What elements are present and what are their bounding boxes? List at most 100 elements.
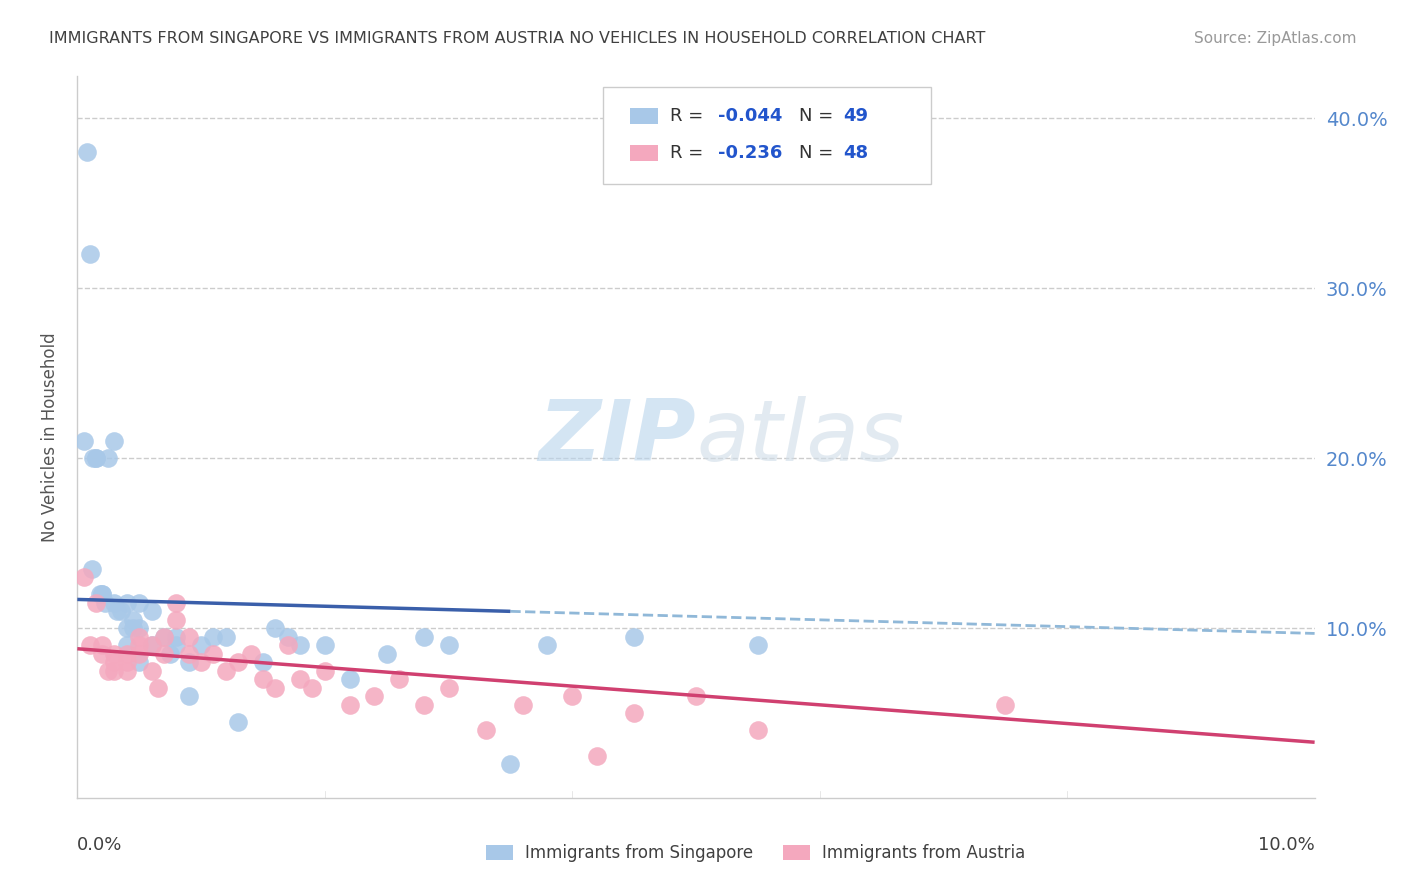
- Point: [202, 647, 225, 661]
- Point: [623, 706, 645, 721]
- Point: [226, 656, 249, 670]
- Point: [103, 647, 125, 661]
- Point: [84, 451, 107, 466]
- Point: [388, 673, 411, 687]
- Text: atlas: atlas: [696, 395, 904, 479]
- Point: [339, 698, 361, 712]
- Point: [128, 656, 150, 670]
- Point: [115, 647, 138, 661]
- FancyBboxPatch shape: [783, 845, 810, 861]
- Text: Immigrants from Singapore: Immigrants from Singapore: [526, 844, 754, 862]
- Point: [128, 647, 150, 661]
- Point: [103, 656, 125, 670]
- Point: [252, 673, 274, 687]
- Point: [412, 630, 434, 644]
- Text: IMMIGRANTS FROM SINGAPORE VS IMMIGRANTS FROM AUSTRIA NO VEHICLES IN HOUSEHOLD CO: IMMIGRANTS FROM SINGAPORE VS IMMIGRANTS …: [49, 31, 986, 46]
- Point: [91, 587, 114, 601]
- Point: [141, 604, 163, 618]
- Point: [115, 664, 138, 678]
- Point: [474, 723, 496, 738]
- FancyBboxPatch shape: [603, 87, 931, 185]
- Text: ZIP: ZIP: [538, 395, 696, 479]
- Y-axis label: No Vehicles in Household: No Vehicles in Household: [41, 332, 59, 542]
- Point: [165, 630, 187, 644]
- Point: [177, 690, 200, 704]
- Point: [177, 647, 200, 661]
- Point: [314, 638, 336, 652]
- Text: 49: 49: [844, 106, 869, 125]
- Point: [128, 596, 150, 610]
- Point: [264, 681, 287, 695]
- Point: [202, 630, 225, 644]
- Point: [103, 596, 125, 610]
- Point: [115, 621, 138, 635]
- Point: [110, 604, 132, 618]
- Point: [747, 723, 769, 738]
- Point: [277, 630, 299, 644]
- Point: [685, 690, 707, 704]
- Point: [159, 647, 181, 661]
- Point: [153, 630, 176, 644]
- Point: [252, 656, 274, 670]
- Point: [103, 434, 125, 449]
- Point: [84, 451, 107, 466]
- Point: [122, 621, 145, 635]
- Point: [115, 656, 138, 670]
- Text: Immigrants from Austria: Immigrants from Austria: [823, 844, 1025, 862]
- Point: [79, 638, 101, 652]
- Point: [177, 630, 200, 644]
- Point: [165, 596, 187, 610]
- FancyBboxPatch shape: [630, 108, 658, 123]
- Point: [499, 757, 522, 772]
- Point: [536, 638, 558, 652]
- Point: [994, 698, 1017, 712]
- Point: [288, 673, 311, 687]
- Point: [165, 638, 187, 652]
- Point: [82, 451, 104, 466]
- Point: [122, 613, 145, 627]
- Point: [339, 673, 361, 687]
- Point: [141, 638, 163, 652]
- Point: [363, 690, 385, 704]
- Point: [301, 681, 323, 695]
- Point: [72, 434, 94, 449]
- Point: [375, 647, 398, 661]
- Point: [93, 596, 115, 610]
- Text: 0.0%: 0.0%: [77, 836, 122, 854]
- Point: [512, 698, 534, 712]
- Point: [128, 638, 150, 652]
- Point: [103, 664, 125, 678]
- Point: [91, 647, 114, 661]
- Point: [264, 621, 287, 635]
- Point: [288, 638, 311, 652]
- Point: [314, 664, 336, 678]
- Text: N =: N =: [799, 106, 838, 125]
- Point: [84, 596, 107, 610]
- Point: [153, 647, 176, 661]
- Text: -0.044: -0.044: [718, 106, 783, 125]
- Point: [623, 630, 645, 644]
- Point: [277, 638, 299, 652]
- Point: [76, 145, 98, 160]
- Point: [91, 638, 114, 652]
- Point: [153, 630, 176, 644]
- Point: [561, 690, 583, 704]
- Point: [437, 681, 460, 695]
- Point: [89, 587, 111, 601]
- Point: [239, 647, 262, 661]
- Point: [165, 613, 187, 627]
- Point: [141, 638, 163, 652]
- Text: Source: ZipAtlas.com: Source: ZipAtlas.com: [1194, 31, 1357, 46]
- Point: [747, 638, 769, 652]
- Point: [215, 664, 238, 678]
- Point: [437, 638, 460, 652]
- Point: [105, 604, 128, 618]
- Point: [72, 570, 94, 584]
- Text: N =: N =: [799, 145, 838, 162]
- Point: [226, 714, 249, 729]
- Point: [97, 664, 120, 678]
- Point: [128, 621, 150, 635]
- Point: [128, 630, 150, 644]
- Text: 10.0%: 10.0%: [1258, 836, 1315, 854]
- Text: 48: 48: [844, 145, 869, 162]
